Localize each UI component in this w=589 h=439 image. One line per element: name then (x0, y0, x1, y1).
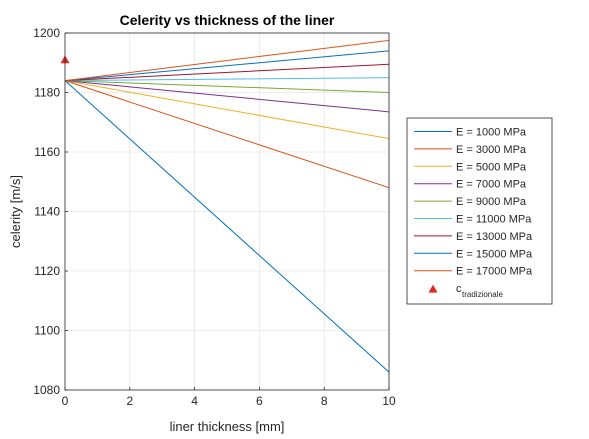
legend-label: E = 17000 MPa (456, 266, 533, 278)
legend-label: E = 1000 MPa (456, 127, 527, 139)
x-tick-label: 10 (382, 394, 396, 408)
x-tick-labels: 0 2 4 6 8 10 (62, 394, 396, 408)
y-tick-label: 1200 (33, 26, 60, 40)
series-line-1 (64, 80, 390, 373)
legend-marker-swatch (428, 284, 438, 293)
legend-label: E = 3000 MPa (456, 144, 527, 156)
series-line-3 (64, 80, 390, 140)
plot-area (60, 32, 390, 391)
series-line-5 (64, 80, 390, 93)
x-tick-label: 8 (321, 394, 328, 408)
x-tick-label: 4 (191, 394, 198, 408)
x-axis-label: liner thickness [mm] (170, 419, 285, 434)
legend: E = 1000 MPa E = 3000 MPa E = 5000 MPa E = … (406, 117, 553, 305)
series-line-7 (64, 63, 390, 82)
legend-label: E = 11000 MPa (456, 214, 532, 226)
y-tick-label: 1160 (34, 145, 60, 159)
legend-label: E = 7000 MPa (456, 179, 527, 191)
y-tick-label: 1100 (34, 324, 60, 338)
series-line-4 (64, 80, 390, 113)
legend-entries: E = 1000 MPa E = 3000 MPa E = 5000 MPa E = … (414, 127, 533, 299)
series-line-8 (64, 50, 390, 82)
y-tick-label: 1140 (34, 205, 60, 219)
legend-label: E = 13000 MPa (456, 231, 533, 243)
chart-title: Celerity vs thickness of the liner (120, 12, 335, 28)
y-tick-label: 1180 (34, 86, 60, 100)
series-lines (64, 39, 390, 373)
x-tick-label: 6 (256, 394, 263, 408)
tick-marks (64, 32, 390, 391)
legend-marker-label: c (456, 283, 462, 295)
y-tick-label: 1080 (33, 383, 60, 397)
legend-marker-subscript: tradizionale (462, 290, 503, 299)
legend-label: E = 5000 MPa (456, 161, 527, 173)
y-tick-label: 1120 (34, 264, 60, 278)
y-tick-labels: 1080 1100 1120 1140 1160 1180 1200 (33, 26, 60, 397)
series-line-2 (64, 80, 390, 189)
legend-label: E = 15000 MPa (456, 248, 533, 260)
y-axis-label: celerity [m/s] (8, 175, 23, 248)
series-line-6 (64, 77, 390, 82)
legend-label: E = 9000 MPa (456, 196, 527, 208)
x-tick-label: 2 (126, 394, 133, 408)
series-line-9 (64, 39, 390, 82)
x-tick-label: 0 (62, 394, 69, 408)
